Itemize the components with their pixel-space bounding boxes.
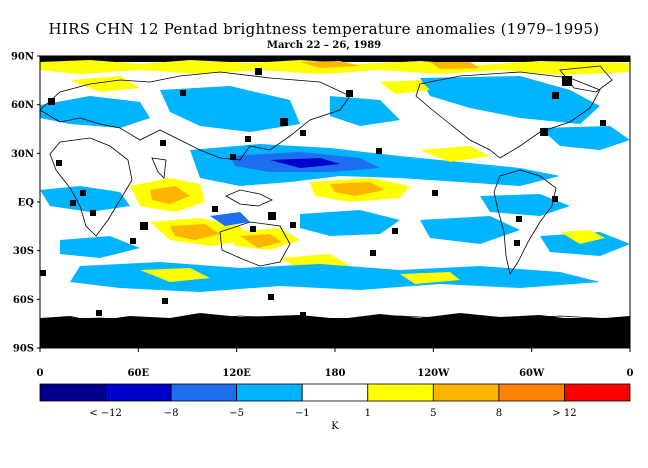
arctic-warm-core-2	[430, 62, 480, 69]
cold-patch-north-pacific	[330, 96, 400, 126]
colorbar-label: −5	[229, 408, 244, 419]
colorbar	[39, 383, 631, 402]
colorbar-labels: < −12 −8 −5 −1 1 5 8 > 12	[89, 408, 576, 419]
cold-patch-atlantic	[540, 126, 630, 150]
colorbar-swatch	[301, 383, 369, 402]
cold-patch-south-atlantic-west	[540, 232, 630, 256]
colorbar-label: 8	[496, 408, 502, 419]
longitude-tick-label: 0	[37, 368, 44, 379]
colorbar-swatch	[564, 383, 631, 402]
latitude-tick-label: 60N	[11, 100, 34, 111]
warm-core-indian-ocean	[150, 186, 190, 204]
warm-core-central-pacific	[330, 182, 385, 196]
colorbar-label: < −12	[89, 408, 122, 419]
indonesia-outline	[225, 189, 273, 207]
arctic-warm-core	[300, 61, 360, 68]
missing-data-cells	[40, 68, 606, 332]
cold-patch-south-pacific	[300, 210, 400, 236]
cold-patch-north-america	[420, 76, 600, 124]
southern-ocean-cold-belt	[70, 262, 600, 292]
warm-patch-east-pacific	[420, 146, 490, 162]
longitude-tick-label: 120E	[222, 368, 251, 379]
cold-patch-south-america	[480, 194, 570, 216]
colorbar-swatch	[105, 383, 172, 402]
warm-core-australia	[240, 234, 282, 248]
eurasia-outline	[40, 71, 351, 161]
longitude-axis: 0 60E 120E 180 120W 60W 0	[37, 348, 634, 379]
warm-patch-south-atlantic	[560, 230, 605, 244]
colorbar-label: > 12	[552, 408, 576, 419]
longitude-tick-label: 60W	[519, 368, 545, 379]
cold-patch-maritime	[210, 212, 250, 226]
arctic-warm-band	[40, 60, 630, 75]
anomaly-map	[40, 56, 630, 348]
latitude-tick-label: 90S	[13, 344, 34, 355]
cold-patch-africa	[40, 186, 130, 212]
north-america-outline	[415, 71, 601, 159]
colorbar-swatch	[498, 383, 565, 402]
latitude-tick-label: 90N	[11, 52, 34, 63]
africa-outline	[49, 137, 133, 237]
tropical-cold-center	[270, 158, 340, 168]
latitude-tick-label: EQ	[18, 198, 35, 209]
colorbar-label: −1	[295, 408, 310, 419]
latitude-tick-label: 30S	[13, 246, 34, 257]
colorbar-swatch	[170, 383, 238, 402]
colorbar-label: 1	[365, 408, 371, 419]
warm-patch-southern-ocean-2	[400, 272, 460, 284]
map-subtitle: March 22 – 26, 1989	[266, 40, 382, 51]
antarctica-outline	[40, 315, 630, 323]
warm-patch-southern-ocean	[140, 268, 210, 282]
colorbar-swatch	[39, 383, 106, 402]
cold-patch-siberia	[160, 86, 300, 132]
longitude-tick-label: 180	[325, 368, 346, 379]
india-outline	[151, 157, 167, 179]
warm-core-south-indian	[170, 224, 220, 240]
longitude-tick-label: 60E	[128, 368, 150, 379]
south-america-outline	[493, 169, 557, 276]
cold-patch-eurasia-west	[40, 96, 150, 128]
colorbar-label: 5	[430, 408, 436, 419]
colorbar-unit: K	[331, 421, 339, 432]
cold-patch-south-atlantic-east	[60, 236, 140, 258]
colorbar-swatch	[236, 383, 303, 402]
coastlines	[40, 65, 630, 323]
longitude-tick-label: 0	[627, 368, 634, 379]
colorbar-label: −8	[164, 408, 179, 419]
longitude-tick-label: 120W	[417, 368, 450, 379]
latitude-tick-label: 30N	[11, 149, 34, 160]
latitude-axis: 90N 60N 30N EQ 30S 60S 90S	[11, 52, 40, 355]
latitude-tick-label: 60S	[13, 295, 34, 306]
cold-patch-southeast-pacific	[420, 216, 520, 244]
north-polar-gap	[40, 56, 630, 62]
colorbar-swatch	[432, 383, 500, 402]
australia-outline	[219, 221, 291, 267]
map-title: HIRS CHN 12 Pentad brightness temperatur…	[48, 20, 600, 38]
colorbar-swatch	[367, 383, 434, 402]
